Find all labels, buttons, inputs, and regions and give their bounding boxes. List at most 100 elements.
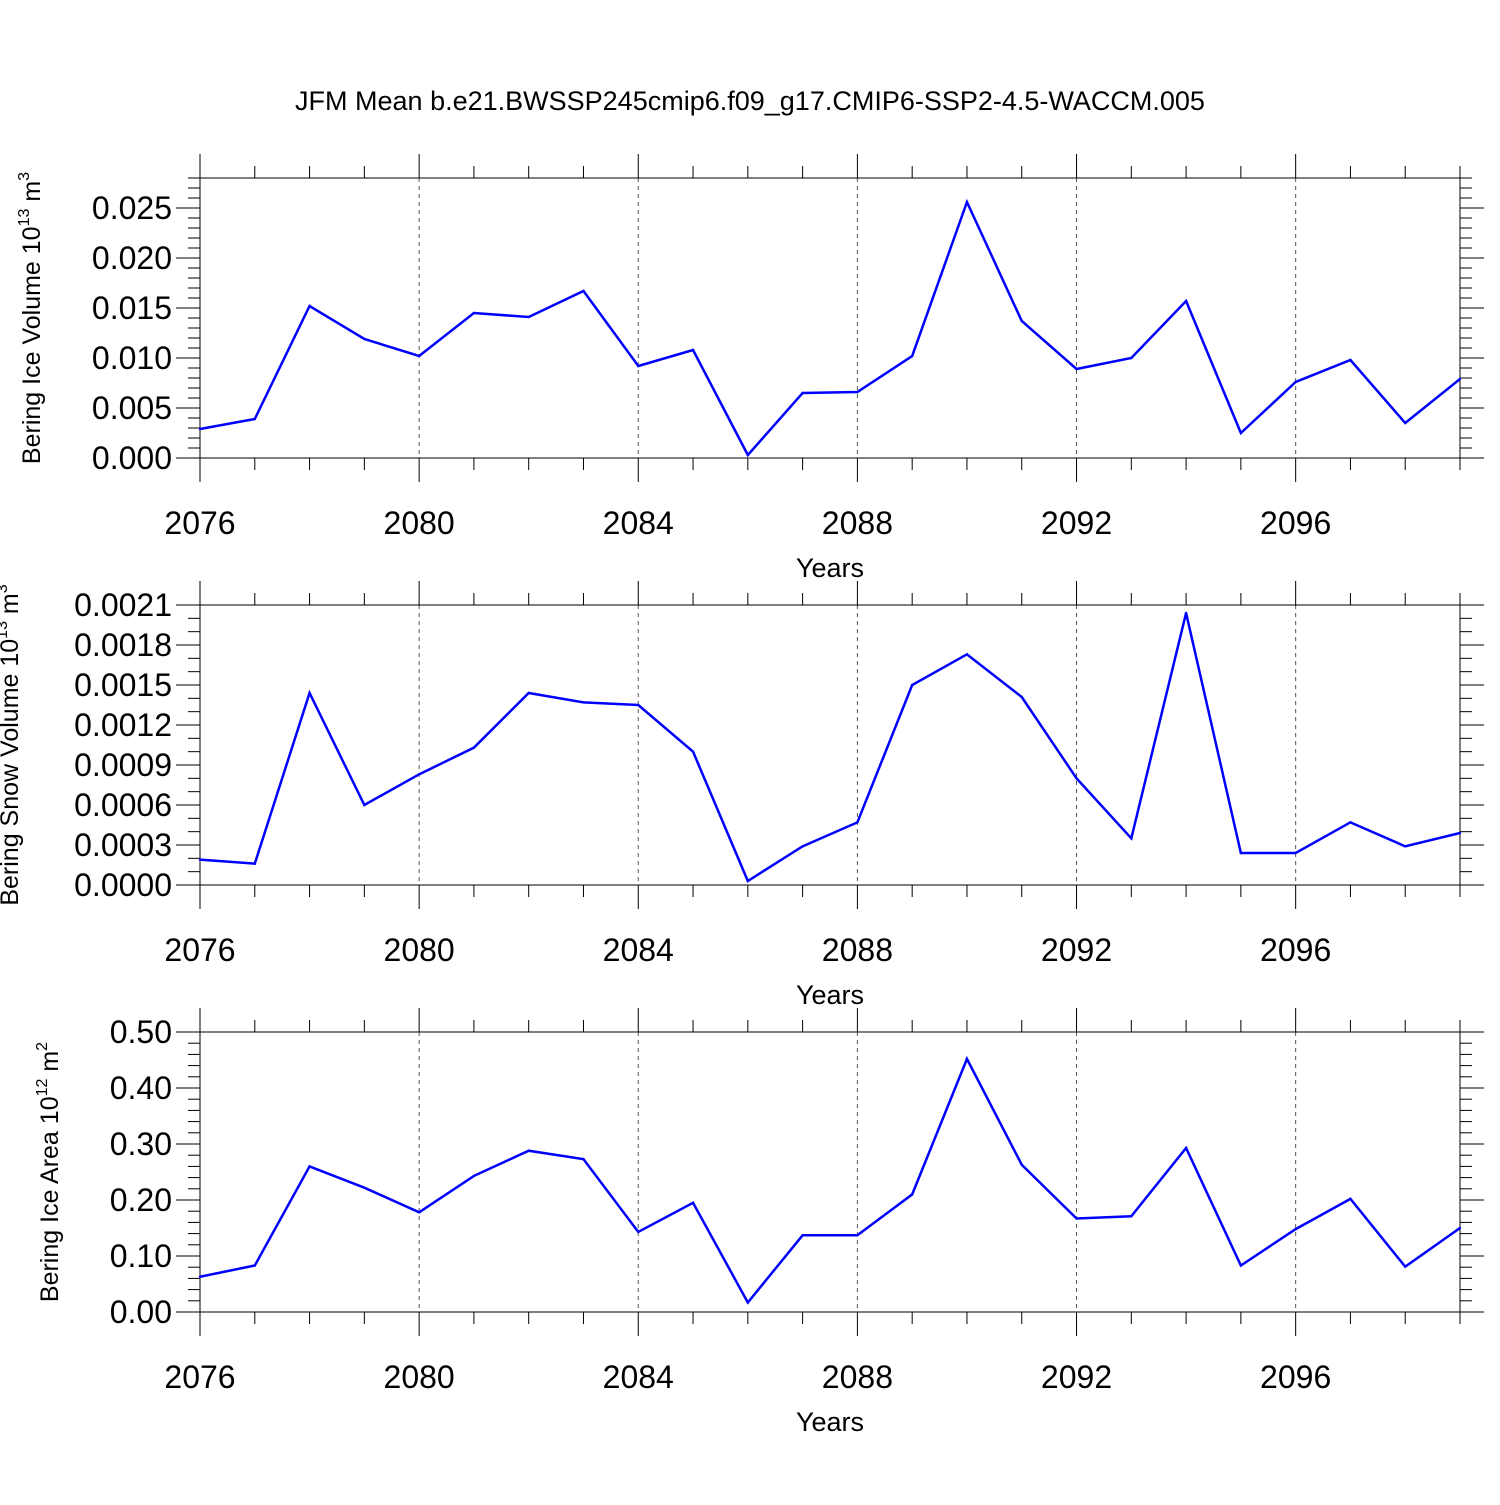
data-point [965,653,969,656]
data-point [1184,299,1188,303]
data-point [253,1264,256,1267]
y-tick-label: 0.0006 [74,787,172,823]
data-point [1020,319,1023,323]
y-tick-label: 0.010 [92,340,172,376]
data-point [308,691,311,695]
y-tick-label: 0.0018 [74,627,172,663]
y-tick-label: 0.10 [110,1238,172,1274]
data-point [1020,1163,1023,1166]
data-point [417,773,421,776]
data-point [801,391,804,395]
chart-title: JFM Mean b.e21.BWSSP245cmip6.f09_g17.CMI… [295,86,1205,116]
data-point [1404,1265,1407,1268]
data-point [910,683,914,687]
plot-frame [199,604,1461,886]
data-point [582,289,585,293]
data-point [198,1275,202,1278]
data-point [637,364,640,368]
data-point [1130,356,1133,360]
data-point [527,691,530,695]
data-point [1404,421,1407,425]
y-tick-label: 0.0012 [74,707,172,743]
x-tick-label: 2096 [1260,1359,1331,1395]
data-point [1130,837,1133,840]
panel-2: 0.0000 0.0003 0.0006 0.0009 0.0012 0.0015 0.00… [0,581,1484,1010]
data-point [856,821,859,824]
data-point [856,390,859,394]
y-tick-label: 0.000 [92,440,172,476]
data-point [691,750,695,753]
y-tick-label: 0.50 [110,1014,172,1050]
data-point [1130,1215,1133,1218]
x-tick-label: 2084 [603,505,674,541]
x-tick-label: 2080 [384,1359,455,1395]
data-point [1075,367,1078,371]
data-point [746,879,750,883]
y-tick-label: 0.30 [110,1126,172,1162]
data-point [363,337,366,341]
data-point [1184,611,1188,615]
y-tick-label: 0.020 [92,240,172,276]
data-point [1239,1264,1243,1267]
data-point [746,1301,750,1304]
x-tick-label: 2096 [1260,932,1331,968]
data-point [472,746,476,749]
data-point [910,1193,914,1196]
x-axis-label: Years [796,980,864,1010]
plot-frame [199,177,1461,459]
data-point [1458,377,1462,381]
plot-frame [199,1031,1461,1313]
panel-3: 0.00 0.10 0.20 0.30 0.40 0.50 2076 2080 2084 2088… [34,1008,1484,1437]
data-point [1404,845,1407,848]
data-point [1239,431,1243,435]
x-tick-label: 2092 [1041,1359,1112,1395]
data-point [1458,1226,1462,1230]
x-tick-label: 2092 [1041,505,1112,541]
data-point [308,1165,311,1168]
data-point [582,701,585,704]
data-point [1075,1217,1078,1220]
y-tick-label: 0.20 [110,1182,172,1218]
y-tick-label: 0.40 [110,1070,172,1106]
data-point [582,1157,585,1161]
data-point [472,1174,476,1178]
x-axis-label: Years [796,1407,864,1437]
series-line [199,198,1461,458]
x-tick-label: 2084 [603,1359,674,1395]
x-tick-label: 2084 [603,932,674,968]
data-point [637,1230,640,1234]
y-axis-label: Bering Ice Area 1012 m2 [34,1042,64,1302]
x-tick-label: 2088 [822,505,893,541]
data-point [1020,695,1023,699]
data-point [417,354,421,358]
series-line [199,1055,1461,1305]
data-point [1239,851,1243,855]
data-point [1349,1197,1352,1201]
data-point [801,1234,804,1237]
data-point [1184,1146,1188,1150]
data-point [965,1057,969,1061]
data-point [363,1186,366,1189]
data-point [1349,821,1352,824]
x-tick-label: 2076 [164,505,235,541]
x-tick-label: 2080 [384,505,455,541]
data-point [691,1201,695,1205]
y-axis-label: Bering Snow Volume 1013 m3 [0,584,24,905]
data-point [1075,777,1078,780]
x-tick-label: 2096 [1260,505,1331,541]
data-point [1349,358,1352,362]
data-point [691,348,695,352]
x-tick-label: 2076 [164,1359,235,1395]
data-point [308,304,311,308]
data-point [801,845,804,848]
x-tick-label: 2076 [164,932,235,968]
data-point [527,315,530,319]
data-point [417,1211,421,1214]
data-point [910,354,914,358]
y-tick-label: 0.0003 [74,827,172,863]
y-tick-label: 0.0000 [74,867,172,903]
data-point [198,858,202,861]
data-point [1294,380,1297,384]
